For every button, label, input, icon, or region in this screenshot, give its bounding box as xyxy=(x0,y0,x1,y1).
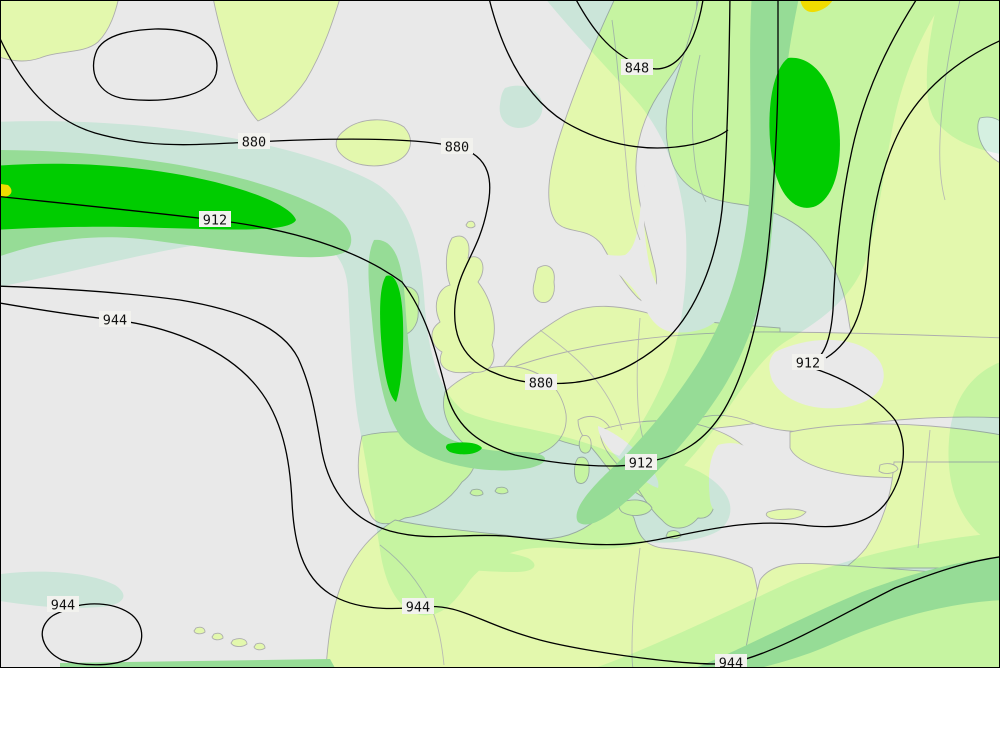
svg-text:880: 880 xyxy=(242,135,266,151)
contour-944 xyxy=(0,302,1000,665)
jet-patch-60-southwest xyxy=(0,571,124,608)
jet-band-60-southeast xyxy=(595,532,1000,668)
contour-912-trough-upper xyxy=(811,0,917,364)
jet-band-60-northeast-corner xyxy=(926,0,1000,154)
land-shetland xyxy=(465,220,476,229)
jet-band-80-east xyxy=(576,0,799,525)
jet-core-100-east xyxy=(769,57,840,208)
svg-text:944: 944 xyxy=(103,313,127,329)
land-greenland-west xyxy=(0,0,119,62)
contour-label: 880 xyxy=(441,138,473,156)
contour-label: 912 xyxy=(792,354,824,372)
contour-912-main xyxy=(0,0,779,467)
svg-text:944: 944 xyxy=(406,600,430,616)
jet-core-100-spain xyxy=(445,442,482,455)
svg-text:912: 912 xyxy=(796,356,820,372)
svg-text:880: 880 xyxy=(445,140,469,156)
svg-text:944: 944 xyxy=(51,598,75,614)
jet-layer-cores xyxy=(0,0,1000,668)
svg-text:912: 912 xyxy=(629,456,653,472)
land-cyprus xyxy=(878,463,899,474)
land-iceland xyxy=(335,119,411,167)
contour-label: 944 xyxy=(715,654,747,668)
jet-core-100-ireland xyxy=(380,275,404,402)
contour-corner-northeast xyxy=(825,40,1000,359)
contour-closed-low-southwest xyxy=(41,603,143,666)
contour-layer xyxy=(0,0,1000,666)
svg-text:880: 880 xyxy=(529,376,553,392)
title-bar: Jet stream/Height 300 hPa [kts] CMC/GEM … xyxy=(0,668,1000,733)
svg-text:912: 912 xyxy=(203,213,227,229)
contour-closed-low-northwest xyxy=(92,28,218,101)
land-greenland-east xyxy=(213,0,340,122)
svg-text:944: 944 xyxy=(719,656,743,669)
contour-label: 912 xyxy=(199,211,231,229)
contour-label: 848 xyxy=(621,59,653,77)
contour-912-levant xyxy=(0,285,904,546)
jet-strip-80-bottom-west xyxy=(60,659,335,668)
jet-patch-60-norway xyxy=(499,85,543,128)
land-britain xyxy=(431,235,495,374)
contour-880 xyxy=(0,0,731,385)
contour-label: 880 xyxy=(525,374,557,392)
svg-text:848: 848 xyxy=(625,61,649,77)
contour-label: 944 xyxy=(47,596,79,614)
sea-baltic xyxy=(566,140,715,333)
contour-label: 912 xyxy=(625,454,657,472)
land-denmark xyxy=(532,265,555,303)
jet-spot-120-west xyxy=(0,183,12,197)
jet-band-80-ireland-biscay xyxy=(368,239,546,471)
map-canvas: 848 880 880 912 944 880 912 912 944 944 944 xyxy=(0,0,1000,668)
contour-label: 944 xyxy=(402,598,434,616)
jet-band-60-right-edge xyxy=(948,362,1000,547)
jet-band-60-morocco xyxy=(418,548,535,572)
jet-band-60-west xyxy=(0,121,679,616)
weather-map: 848 880 880 912 944 880 912 912 944 944 944 xyxy=(0,0,1000,668)
land-crete xyxy=(765,508,807,520)
contour-labels: 848 880 880 912 944 880 912 912 944 944 944 xyxy=(47,59,824,668)
jet-spot-120-northeast xyxy=(800,0,833,13)
contour-label: 880 xyxy=(238,133,270,151)
land-canary-islands xyxy=(193,626,266,651)
contour-unlabeled-scandinavia xyxy=(488,0,729,149)
contour-label: 944 xyxy=(99,311,131,329)
